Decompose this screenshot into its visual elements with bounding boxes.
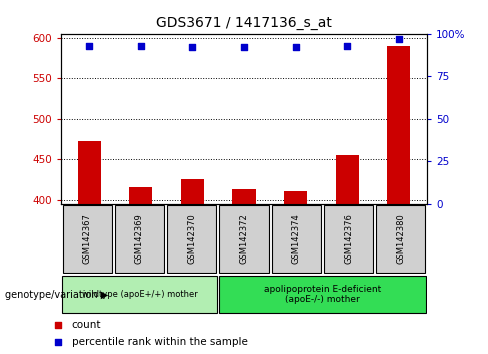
Text: GDS3671 / 1417136_s_at: GDS3671 / 1417136_s_at	[156, 16, 332, 30]
Bar	[115, 205, 164, 273]
Point	[343, 43, 351, 48]
Point	[54, 322, 62, 328]
Text: apolipoprotein E-deficient
(apoE-/-) mother: apolipoprotein E-deficient (apoE-/-) mot…	[264, 285, 381, 304]
Text: wildtype (apoE+/+) mother: wildtype (apoE+/+) mother	[81, 290, 197, 299]
Bar	[78, 141, 101, 204]
Point	[85, 43, 93, 48]
Text: GSM142370: GSM142370	[187, 213, 196, 264]
Bar	[62, 276, 217, 313]
Bar	[387, 46, 410, 204]
Text: percentile rank within the sample: percentile rank within the sample	[72, 337, 247, 347]
Bar	[324, 205, 373, 273]
Point	[137, 43, 145, 48]
Bar	[167, 205, 216, 273]
Point	[240, 44, 248, 50]
Bar	[62, 205, 112, 273]
Point	[54, 339, 62, 344]
Point	[292, 44, 300, 50]
Text: GSM142374: GSM142374	[292, 213, 301, 264]
Point	[395, 36, 403, 41]
Text: genotype/variation ▶: genotype/variation ▶	[5, 290, 108, 300]
Text: GSM142376: GSM142376	[344, 213, 353, 264]
Bar	[232, 189, 256, 204]
Bar	[219, 276, 426, 313]
Bar	[336, 155, 359, 204]
Bar	[181, 179, 204, 204]
Bar	[284, 192, 307, 204]
Point	[188, 44, 196, 50]
Bar	[220, 205, 268, 273]
Bar	[376, 205, 426, 273]
Text: GSM142367: GSM142367	[82, 213, 92, 264]
Text: GSM142380: GSM142380	[396, 213, 406, 264]
Bar	[272, 205, 321, 273]
Bar	[129, 187, 152, 204]
Text: GSM142372: GSM142372	[240, 213, 248, 264]
Text: GSM142369: GSM142369	[135, 213, 144, 264]
Text: count: count	[72, 320, 101, 330]
